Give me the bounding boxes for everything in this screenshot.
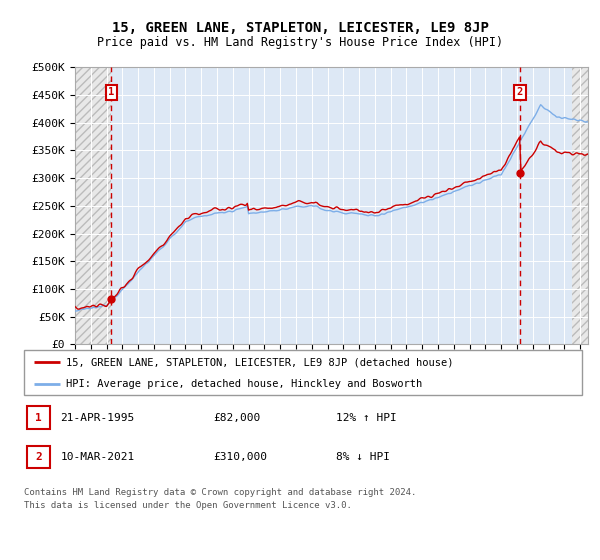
Text: 2: 2	[517, 87, 523, 97]
Bar	[572, 67, 588, 344]
Bar	[75, 67, 112, 344]
Text: 15, GREEN LANE, STAPLETON, LEICESTER, LE9 8JP: 15, GREEN LANE, STAPLETON, LEICESTER, LE…	[112, 21, 488, 35]
Text: Price paid vs. HM Land Registry's House Price Index (HPI): Price paid vs. HM Land Registry's House …	[97, 36, 503, 49]
Text: 21-APR-1995: 21-APR-1995	[60, 413, 134, 423]
Text: HPI: Average price, detached house, Hinckley and Bosworth: HPI: Average price, detached house, Hinc…	[66, 379, 422, 389]
Text: 10-MAR-2021: 10-MAR-2021	[60, 452, 134, 462]
Text: 15, GREEN LANE, STAPLETON, LEICESTER, LE9 8JP (detached house): 15, GREEN LANE, STAPLETON, LEICESTER, LE…	[66, 357, 454, 367]
FancyBboxPatch shape	[27, 407, 50, 429]
Text: £82,000: £82,000	[214, 413, 261, 423]
Text: 12% ↑ HPI: 12% ↑ HPI	[337, 413, 397, 423]
Text: 1: 1	[109, 87, 115, 97]
Text: Contains HM Land Registry data © Crown copyright and database right 2024.
This d: Contains HM Land Registry data © Crown c…	[24, 488, 416, 510]
Text: 8% ↓ HPI: 8% ↓ HPI	[337, 452, 391, 462]
Text: 1: 1	[35, 413, 42, 423]
Text: £310,000: £310,000	[214, 452, 268, 462]
FancyBboxPatch shape	[24, 350, 582, 395]
Text: 2: 2	[35, 452, 42, 462]
FancyBboxPatch shape	[27, 446, 50, 468]
